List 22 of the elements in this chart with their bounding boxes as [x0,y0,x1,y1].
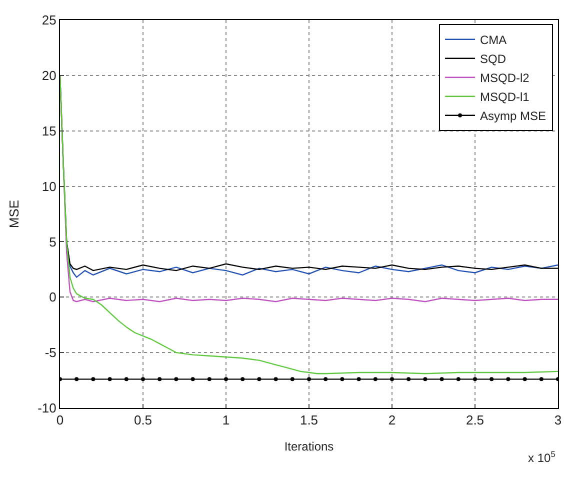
y-tick-label: 5 [49,234,56,250]
y-tick-label: -10 [38,400,56,416]
y-tick-label: 25 [42,12,56,28]
y-tick-label: -5 [44,345,56,360]
legend-label: MSQD-l2 [480,71,530,86]
legend-label: CMA [480,33,507,48]
legend-label: SQD [480,52,506,66]
x-tick-label: 0.5 [134,412,152,428]
y-axis-title: MSE [6,200,22,228]
x-tick-label: 2.5 [466,412,484,428]
legend-label: Asymp MSE [480,109,546,124]
y-tick-label: 0 [49,290,56,305]
x-tick-label: 1 [222,412,230,428]
x-tick-label: 1.5 [300,412,318,428]
x-axis-title: Iterations [284,440,334,454]
x-tick-label: 3 [554,412,562,428]
y-tick-label: 10 [42,178,56,194]
y-tick-label: 15 [42,123,56,138]
x-tick-label: 2 [388,412,396,428]
y-tick-label: 20 [42,68,56,83]
legend-label: MSQD-l1 [480,90,530,104]
text: x 10$^{5}$ [528,449,556,466]
